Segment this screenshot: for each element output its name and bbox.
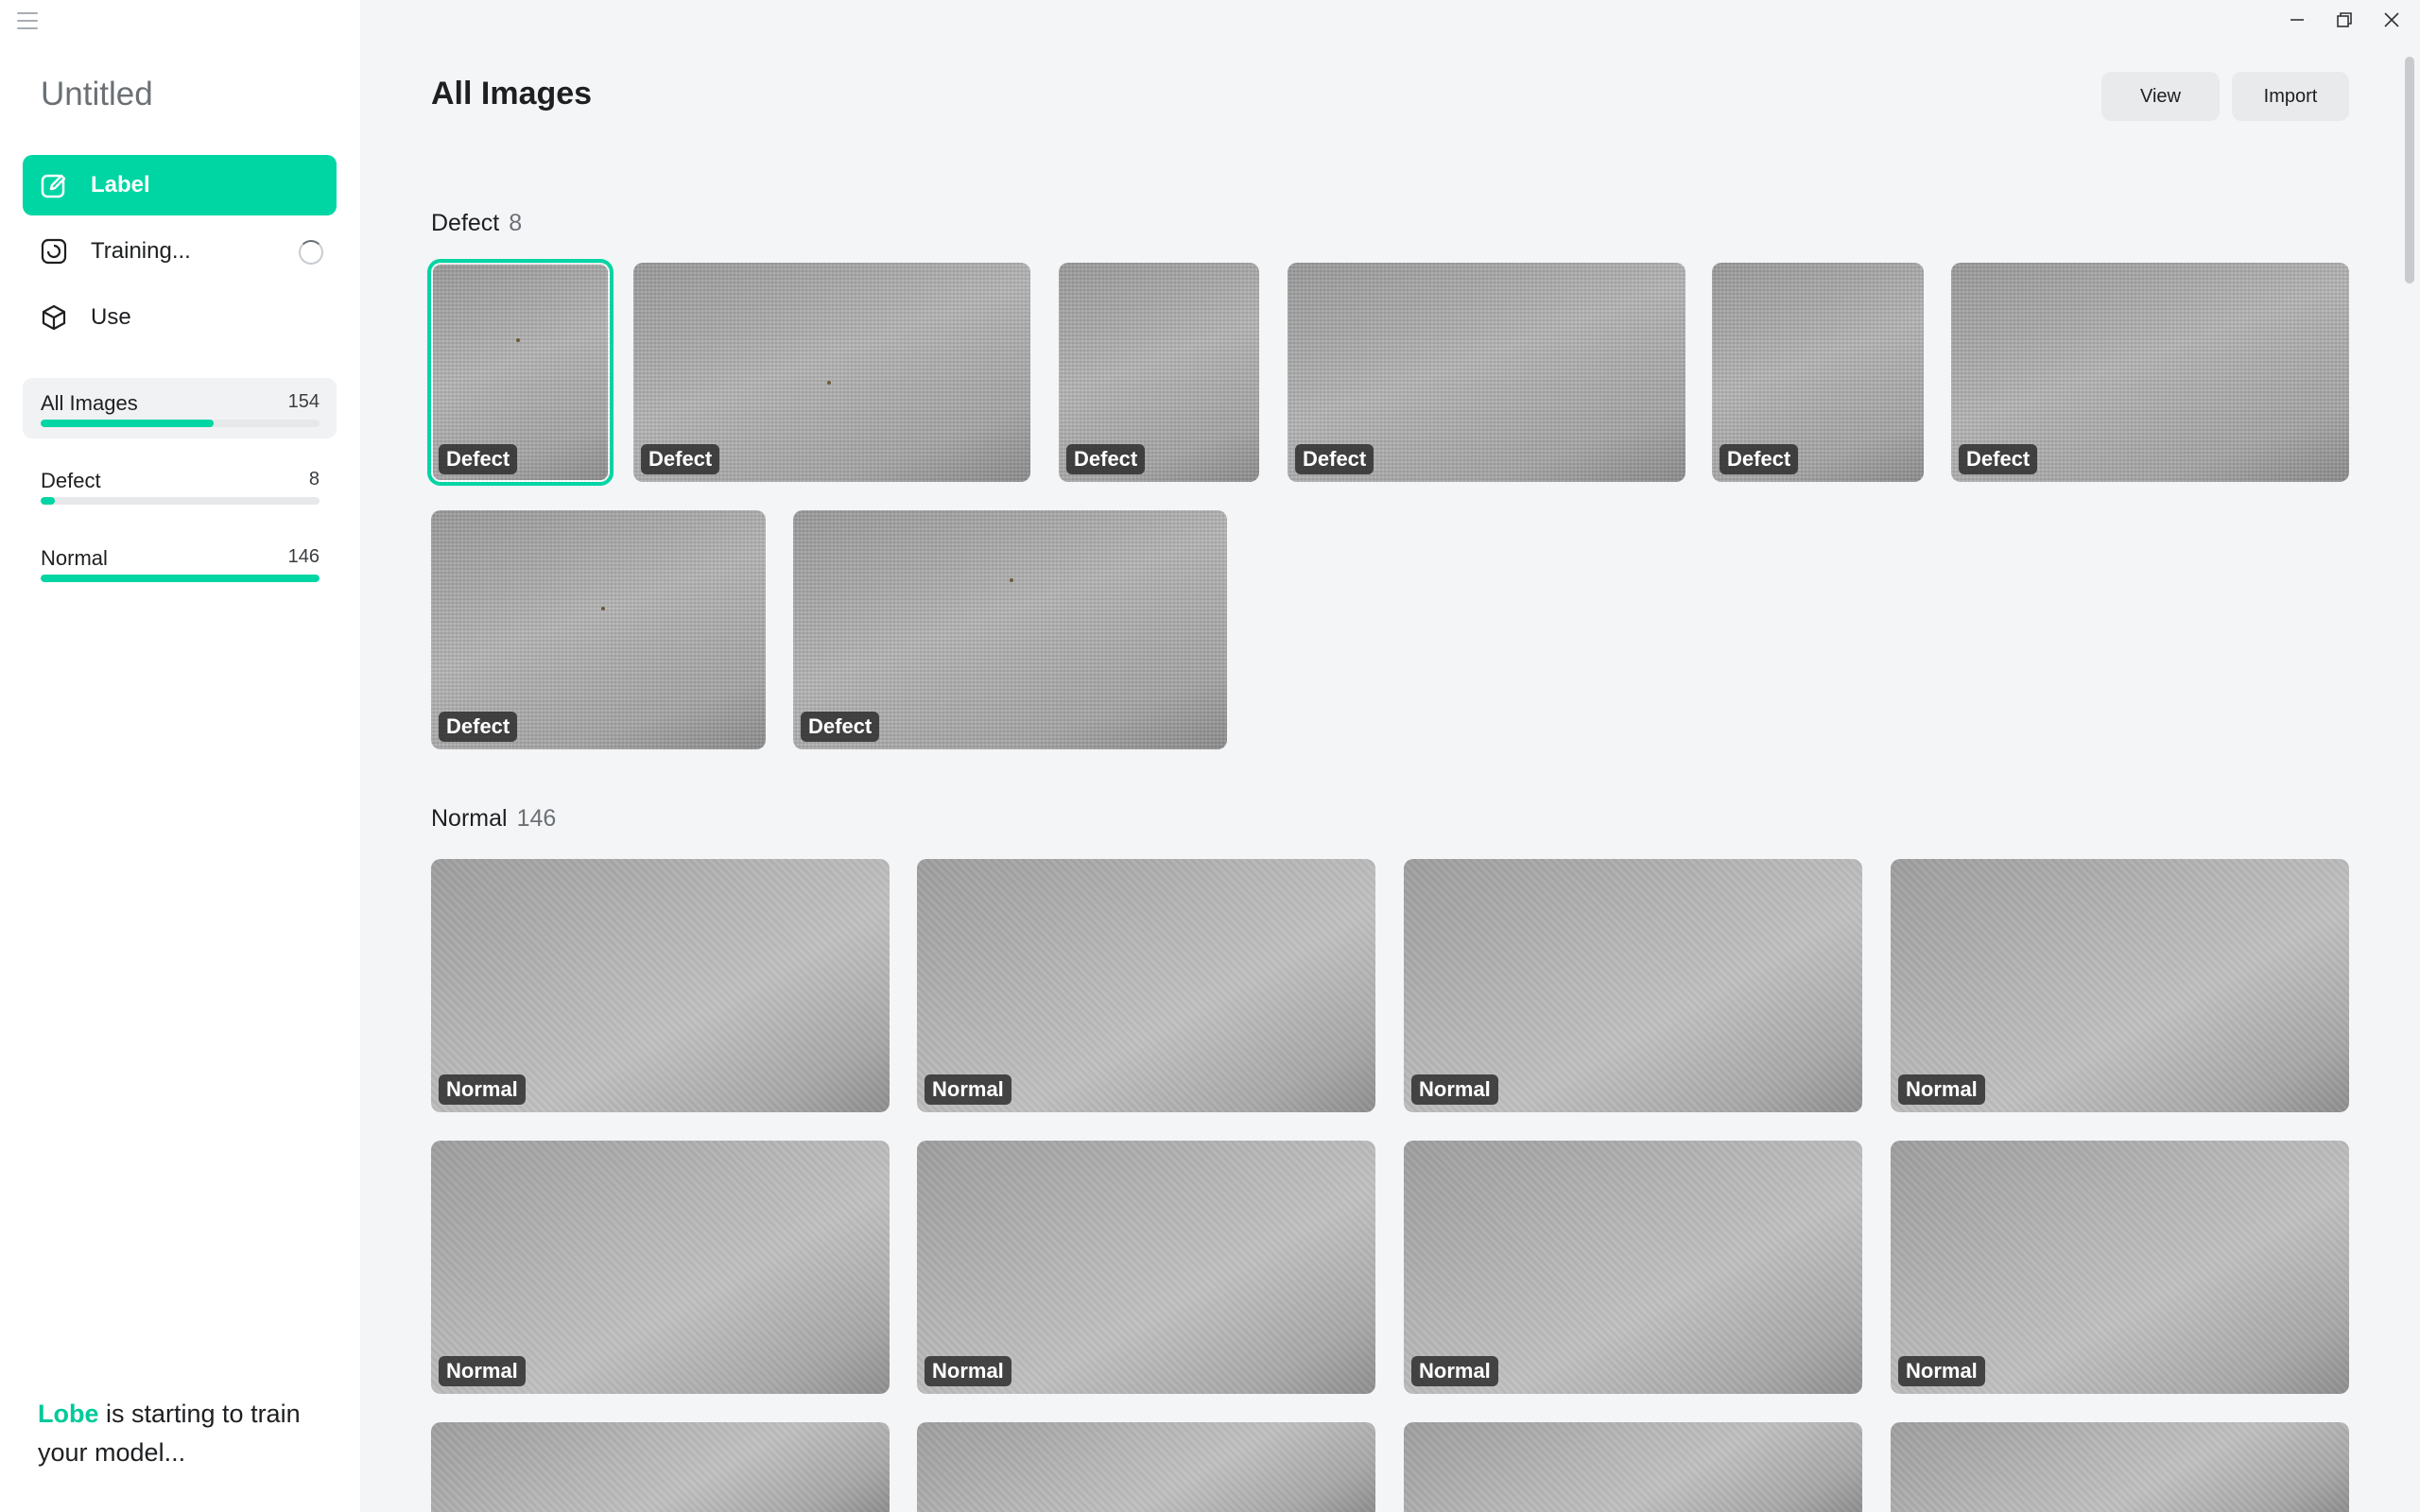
nav-label-text: Label: [91, 172, 150, 198]
category-count: 154: [287, 391, 320, 412]
sidebar: Untitled Label Training... Use: [0, 0, 360, 1512]
section-name: Defect: [431, 210, 500, 236]
image-thumbnail[interactable]: Defect: [1288, 263, 1685, 482]
defect-spot: [1010, 578, 1013, 582]
label-tag: Defect: [801, 712, 880, 742]
mode-nav: Label Training... Use: [23, 155, 337, 353]
category-count: 146: [287, 546, 320, 567]
label-tag: Defect: [439, 712, 518, 742]
label-tag: Defect: [439, 444, 518, 474]
image-thumbnail[interactable]: Normal: [1404, 1141, 1862, 1394]
status-text: is starting to train your model...: [38, 1400, 301, 1467]
label-tag: Normal: [925, 1074, 1011, 1105]
label-tag: Normal: [1898, 1356, 1985, 1386]
section-header-defect: Defect 8: [431, 210, 522, 237]
image-thumbnail[interactable]: Normal: [1404, 859, 1862, 1112]
image-thumbnail[interactable]: Normal: [431, 1141, 890, 1394]
defect-spot: [601, 607, 605, 610]
nav-use[interactable]: Use: [23, 287, 337, 348]
brand-name: Lobe: [38, 1400, 99, 1428]
category-count: 8: [308, 469, 320, 490]
image-gallery: All Images View Import Defect 8 Defect De…: [360, 0, 2397, 1512]
label-tag: Normal: [1411, 1356, 1498, 1386]
project-title[interactable]: Untitled: [41, 76, 153, 112]
category-label: Defect: [41, 469, 101, 492]
section-name: Normal: [431, 805, 508, 832]
image-thumbnail[interactable]: Defect: [633, 263, 1030, 482]
section-count: 8: [509, 210, 523, 236]
nav-training[interactable]: Training...: [23, 221, 337, 282]
label-tag: Defect: [641, 444, 720, 474]
label-tag: Defect: [1066, 444, 1146, 474]
scrollbar-thumb[interactable]: [2405, 57, 2414, 284]
category-label: Normal: [41, 546, 108, 570]
image-thumbnail[interactable]: Defect: [1712, 263, 1924, 482]
category-progress: [41, 420, 320, 427]
label-tag: Defect: [1720, 444, 1799, 474]
category-label: All Images: [41, 391, 138, 415]
restore-icon[interactable]: [2325, 6, 2363, 34]
label-categories: All Images 154 Defect 8 Normal 146: [23, 378, 337, 610]
scrollbar[interactable]: [2401, 38, 2420, 1512]
defect-spot: [827, 381, 831, 385]
loading-spinner-icon: [299, 240, 323, 265]
image-thumbnail[interactable]: Normal: [917, 859, 1375, 1112]
defect-spot: [516, 338, 520, 342]
image-thumbnail[interactable]: Normal: [1891, 1141, 2349, 1394]
image-thumbnail[interactable]: Defect: [431, 510, 766, 749]
image-thumbnail[interactable]: [1891, 1422, 2349, 1512]
view-button[interactable]: View: [2101, 72, 2220, 121]
image-thumbnail[interactable]: Defect: [1951, 263, 2349, 482]
label-tag: Defect: [1295, 444, 1374, 474]
image-thumbnail[interactable]: Defect: [1059, 263, 1259, 482]
label-tag: Normal: [439, 1074, 526, 1105]
label-tag: Normal: [1411, 1074, 1498, 1105]
category-progress-fill: [41, 497, 55, 505]
page-title: All Images: [431, 76, 593, 112]
category-all-images[interactable]: All Images 154: [23, 378, 337, 438]
category-progress: [41, 497, 320, 505]
label-tag: Normal: [1898, 1074, 1985, 1105]
menu-icon[interactable]: [17, 12, 38, 29]
nav-label[interactable]: Label: [23, 155, 337, 215]
import-button[interactable]: Import: [2232, 72, 2349, 121]
image-thumbnail[interactable]: Normal: [1891, 859, 2349, 1112]
category-normal[interactable]: Normal 146: [23, 533, 337, 593]
nav-use-text: Use: [91, 304, 131, 330]
image-thumbnail[interactable]: [917, 1422, 1375, 1512]
section-count: 146: [516, 805, 557, 832]
cube-icon: [40, 303, 68, 332]
image-thumbnail[interactable]: Normal: [917, 1141, 1375, 1394]
close-icon[interactable]: [2373, 6, 2411, 34]
training-status: Lobe is starting to train your model...: [38, 1395, 340, 1472]
category-progress-fill: [41, 575, 320, 582]
image-thumbnail[interactable]: [431, 1422, 890, 1512]
minimize-icon[interactable]: [2278, 6, 2316, 34]
category-defect[interactable]: Defect 8: [23, 455, 337, 516]
category-progress-fill: [41, 420, 214, 427]
label-tag: Normal: [925, 1356, 1011, 1386]
pencil-square-icon: [40, 171, 68, 199]
image-thumbnail[interactable]: Defect: [427, 259, 614, 486]
image-thumbnail[interactable]: Defect: [793, 510, 1227, 749]
timer-icon: [40, 237, 68, 266]
label-tag: Defect: [1959, 444, 2038, 474]
section-header-normal: Normal 146: [431, 805, 556, 833]
label-tag: Normal: [439, 1356, 526, 1386]
nav-training-text: Training...: [91, 238, 191, 264]
image-thumbnail[interactable]: Normal: [431, 859, 890, 1112]
category-progress: [41, 575, 320, 582]
image-thumbnail[interactable]: [1404, 1422, 1862, 1512]
